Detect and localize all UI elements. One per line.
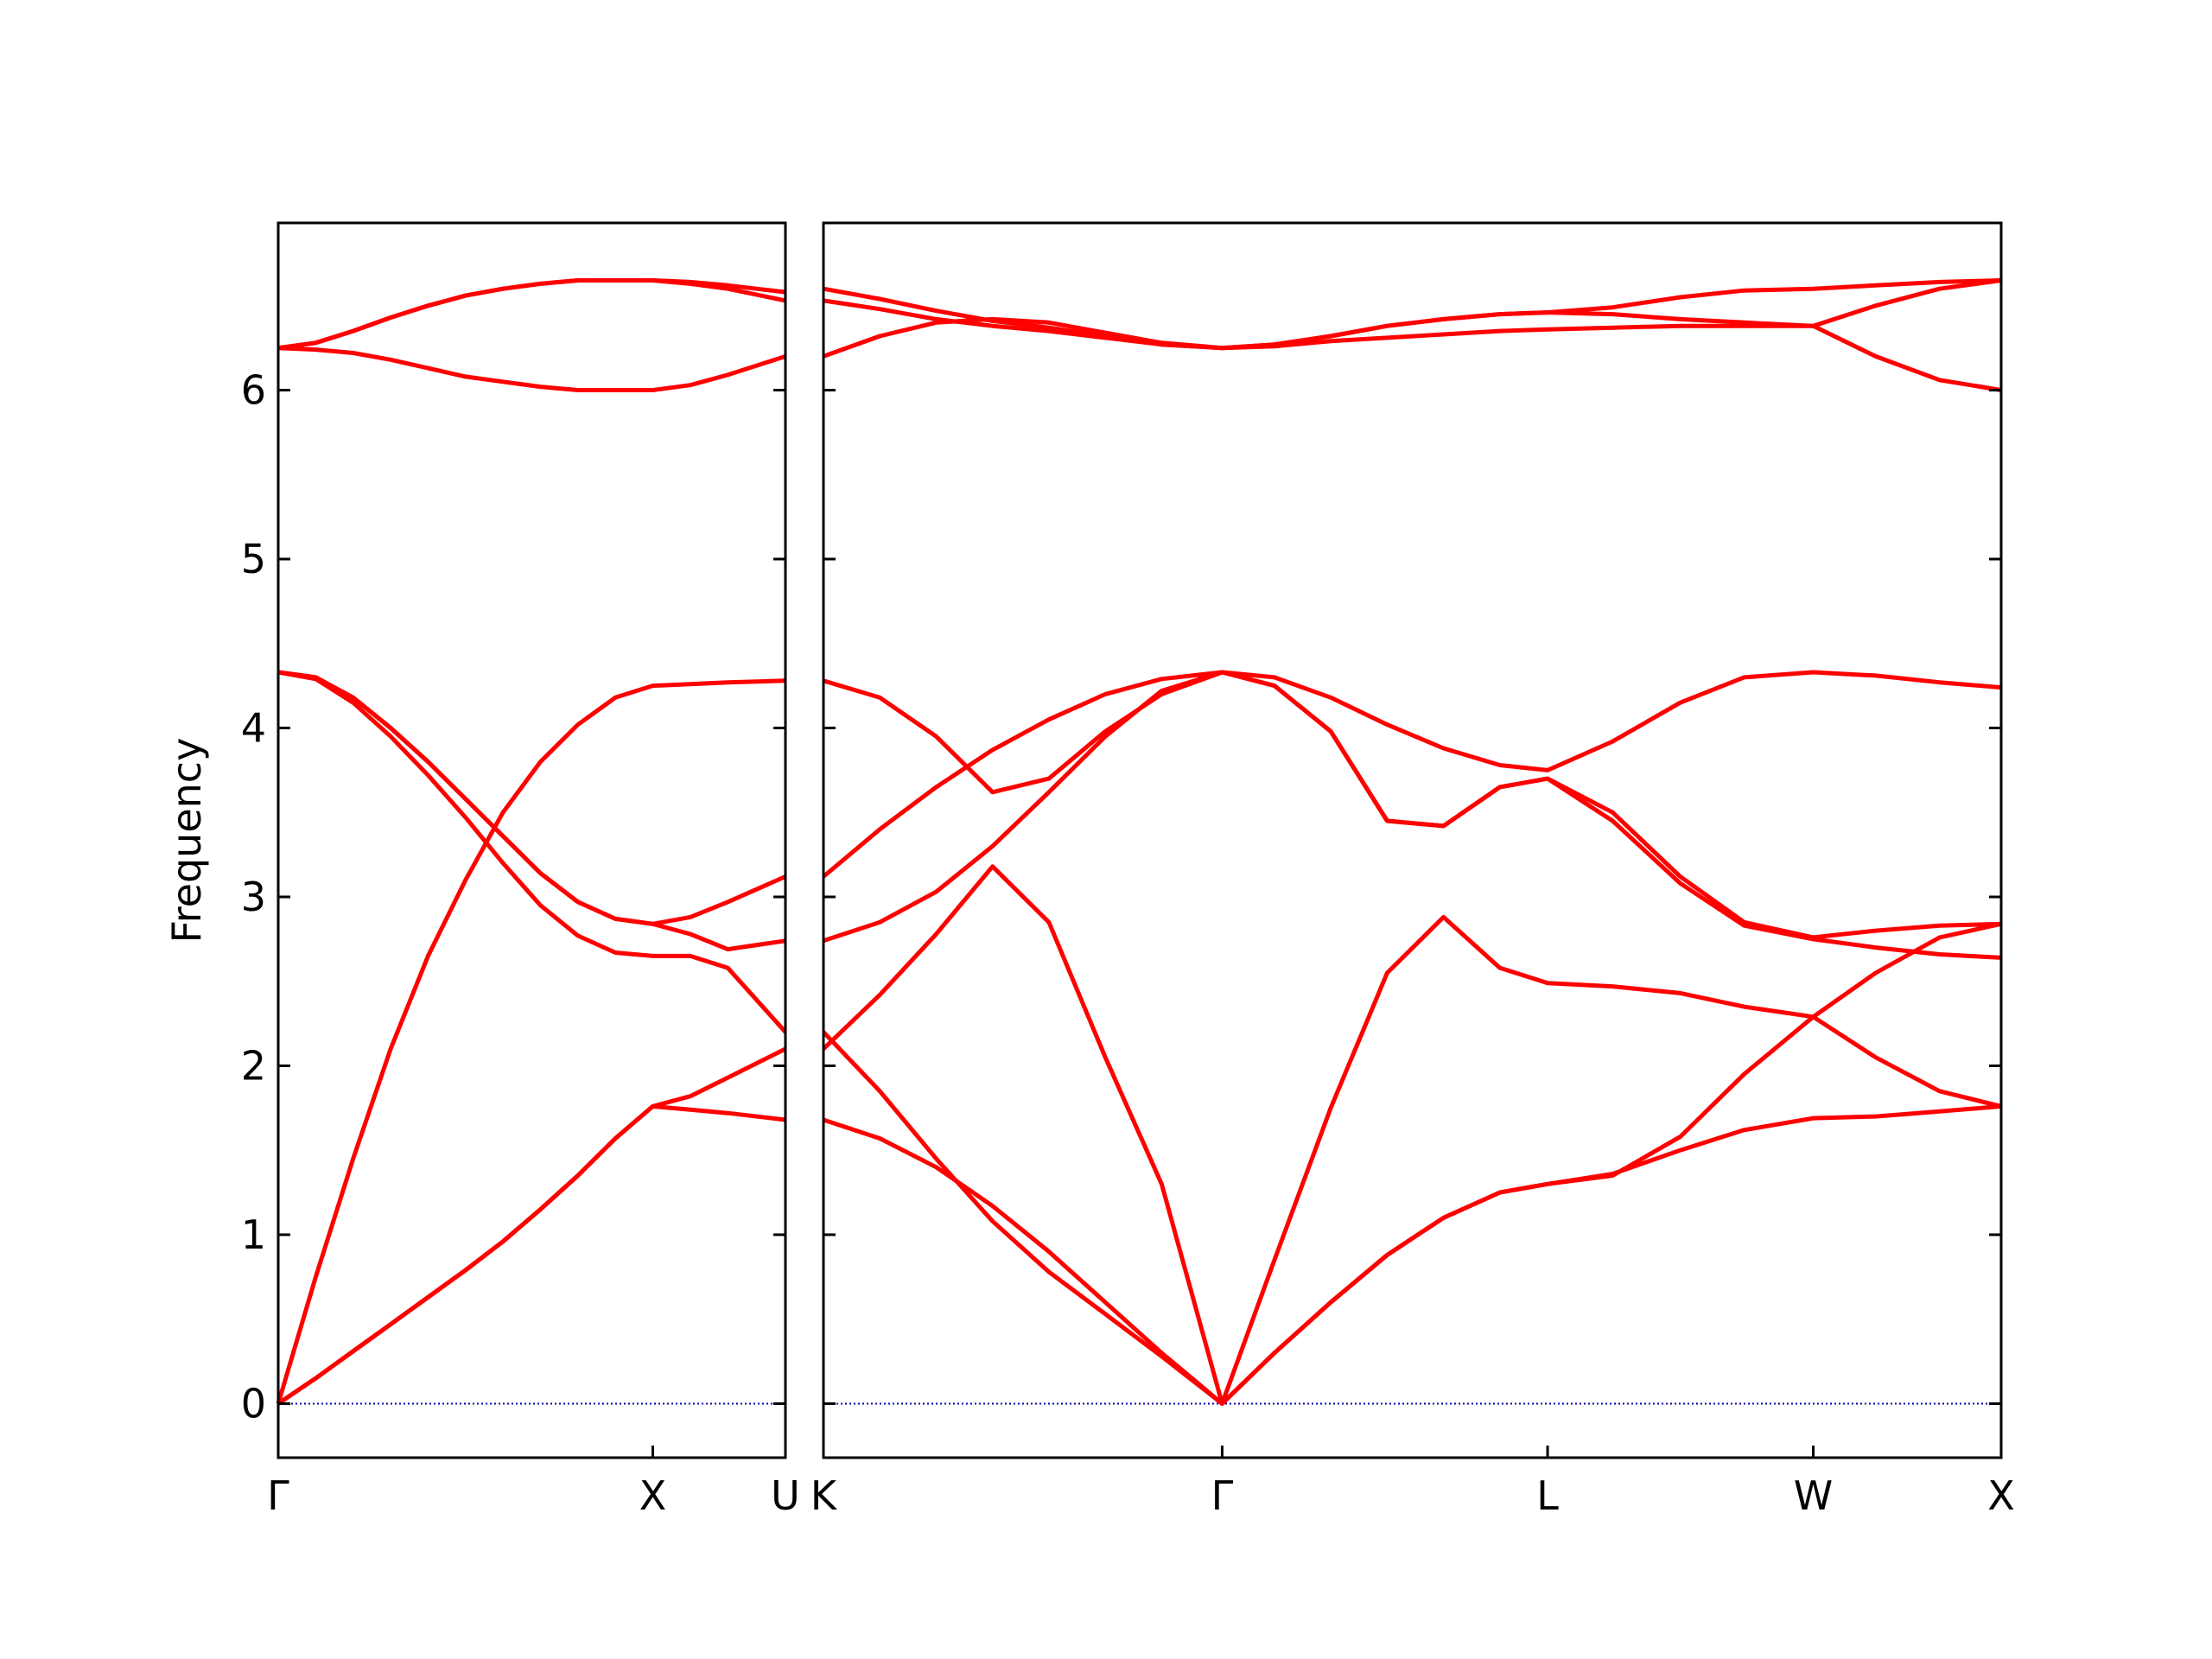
x-tick-label: Γ	[267, 1472, 289, 1519]
band-line	[277, 278, 786, 351]
y-axis-label: Frequency	[163, 738, 210, 944]
band-line	[822, 670, 2002, 879]
plot-frame	[276, 221, 787, 1459]
y-tick-label: 4	[241, 705, 266, 752]
band-line	[822, 864, 2002, 1406]
band-line	[277, 670, 786, 952]
plot-frame	[822, 221, 2003, 1459]
x-tick-label: L	[1536, 1472, 1559, 1519]
band-line	[276, 678, 786, 1405]
band-line	[823, 670, 2002, 960]
band-line	[277, 346, 786, 392]
x-tick-label: Γ	[1211, 1472, 1234, 1519]
band-line	[276, 1046, 787, 1406]
band-line	[823, 310, 2002, 392]
x-tick-label: X	[639, 1472, 667, 1519]
band-line	[277, 278, 786, 351]
band-line	[277, 670, 787, 926]
y-tick-label: 0	[241, 1380, 266, 1427]
x-tick-label: U	[771, 1472, 800, 1519]
x-tick-label: W	[1794, 1472, 1833, 1519]
band-line	[822, 921, 2002, 1406]
band-line	[823, 1103, 2002, 1406]
y-tick-label: 5	[241, 536, 266, 582]
y-tick-label: 2	[241, 1042, 266, 1089]
band-line	[823, 278, 2002, 351]
band-line	[277, 670, 787, 1034]
y-tick-label: 3	[241, 874, 266, 920]
y-tick-label: 1	[241, 1211, 266, 1258]
band-line	[823, 670, 2002, 940]
x-tick-label: X	[1987, 1472, 2015, 1519]
y-tick-label: 6	[241, 367, 266, 414]
x-tick-label: K	[810, 1472, 838, 1519]
